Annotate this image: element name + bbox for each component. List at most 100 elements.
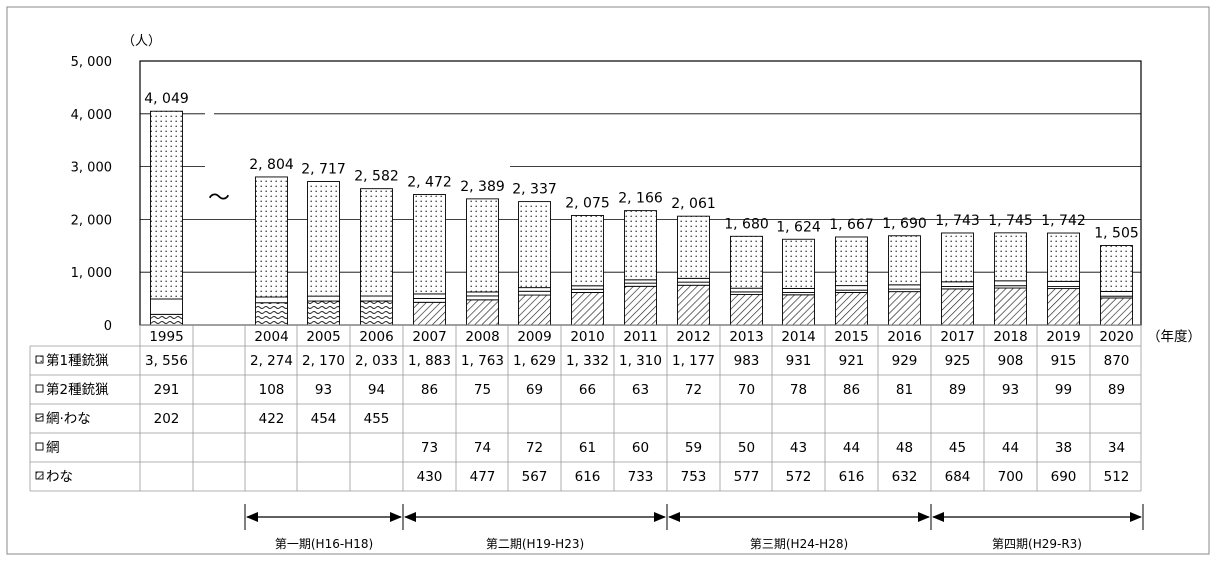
table-cell: 455 [364, 411, 390, 427]
bar-segment [730, 294, 763, 326]
bar-segment [150, 298, 183, 315]
table-cell: 908 [998, 353, 1024, 369]
table-cell: 1, 763 [461, 353, 504, 369]
x-tick-label: 2010 [570, 329, 604, 345]
x-tick-label: 2015 [834, 329, 868, 345]
y-axis-unit: （人） [122, 34, 161, 49]
table-cell: 1, 629 [513, 353, 556, 369]
table-cell: 44 [1002, 440, 1019, 456]
table-cell: 48 [896, 440, 913, 456]
table-cell: 477 [470, 469, 496, 485]
table-cell: 430 [417, 469, 443, 485]
row-label: わな [46, 469, 73, 485]
table-cell: 616 [839, 469, 865, 485]
period-arrowhead [1130, 512, 1142, 522]
bar-segment [835, 236, 868, 287]
bar-segment [413, 194, 446, 295]
bar-segment [255, 296, 288, 304]
table-cell: 81 [896, 382, 913, 398]
bar-segment [835, 285, 868, 291]
x-tick-label: 2017 [940, 329, 974, 345]
bar-segment [518, 201, 551, 289]
table-cell: 63 [632, 382, 649, 398]
bar-segment [782, 238, 815, 289]
period-arrowhead [390, 512, 402, 522]
x-tick-label: 2004 [254, 329, 288, 345]
bar-segment [255, 302, 288, 326]
bar-segment [888, 284, 921, 290]
bar-segment [466, 198, 499, 293]
table-cell: 572 [786, 469, 812, 485]
bar-segment [150, 313, 183, 326]
table-cell: 753 [681, 469, 707, 485]
table-cell: 577 [734, 469, 760, 485]
total-label: 2, 717 [301, 162, 346, 178]
bar-segment [1047, 288, 1080, 326]
bar-segment [624, 282, 657, 287]
table-cell: 616 [575, 469, 601, 485]
table-cell: 422 [259, 411, 285, 427]
y-tick-label: 2, 000 [71, 213, 112, 228]
period-arrowhead [932, 512, 944, 522]
x-tick-label: 2012 [676, 329, 710, 345]
period-label: 第四期(H29-R3) [992, 537, 1082, 551]
table-cell: 69 [526, 382, 543, 398]
bar-segment [782, 287, 815, 293]
total-label: 1, 667 [829, 217, 874, 233]
x-tick-label: 2011 [623, 329, 657, 345]
total-label: 1, 743 [935, 213, 980, 229]
bar-segment [677, 277, 710, 283]
bar-segment [730, 235, 763, 289]
total-label: 2, 337 [512, 182, 557, 198]
table-cell: 61 [579, 440, 596, 456]
table-cell: 59 [685, 440, 702, 456]
bar-segment [624, 210, 657, 281]
table-cell: 921 [839, 353, 865, 369]
table-cell: 983 [734, 353, 760, 369]
bar-segment [677, 215, 710, 279]
period-arrowhead [246, 512, 258, 522]
bar-segment [518, 290, 551, 296]
table-cell: 50 [738, 440, 755, 456]
table-cell: 915 [1051, 353, 1077, 369]
total-label: 2, 075 [565, 195, 610, 211]
table-cell: 70 [738, 382, 755, 398]
bar-segment [730, 287, 763, 293]
bar-segment [571, 288, 604, 293]
bar-segment [677, 284, 710, 326]
bar-segment [1047, 232, 1080, 282]
bar-segment [888, 235, 921, 286]
x-tick-label: 2009 [517, 329, 551, 345]
table-cell: 94 [368, 382, 385, 398]
total-label: 2, 804 [249, 157, 294, 173]
table-cell: 1, 310 [619, 353, 662, 369]
period-label: 第三期(H24-H28) [750, 537, 848, 551]
bar-segment [307, 295, 340, 302]
table-cell: 75 [474, 382, 491, 398]
bar-segment [994, 287, 1027, 326]
table-cell: 73 [421, 440, 438, 456]
legend-swatch [35, 355, 44, 364]
table-cell: 929 [892, 353, 918, 369]
table-cell: 700 [998, 469, 1024, 485]
total-label: 1, 624 [776, 219, 821, 235]
y-tick-label: 1, 000 [71, 266, 112, 281]
table-cell: 870 [1104, 353, 1130, 369]
x-tick-label: 2014 [781, 329, 815, 345]
x-tick-label: 2013 [729, 329, 763, 345]
bar-segment [994, 280, 1027, 287]
table-cell: 93 [315, 382, 332, 398]
table-cell: 99 [1055, 382, 1072, 398]
table-cell: 60 [632, 440, 649, 456]
bar-segment [466, 291, 499, 297]
total-label: 1, 680 [724, 216, 769, 232]
bar-segment [518, 287, 551, 292]
row-label: 網·わな [46, 411, 91, 427]
x-axis-unit: （年度） [1147, 329, 1201, 345]
y-tick-label: 5, 000 [71, 55, 112, 70]
bar-segment [466, 295, 499, 301]
table-cell: 2, 170 [302, 353, 345, 369]
legend-swatch [35, 413, 44, 422]
table-cell: 1, 332 [566, 353, 609, 369]
bar-segment [571, 292, 604, 326]
